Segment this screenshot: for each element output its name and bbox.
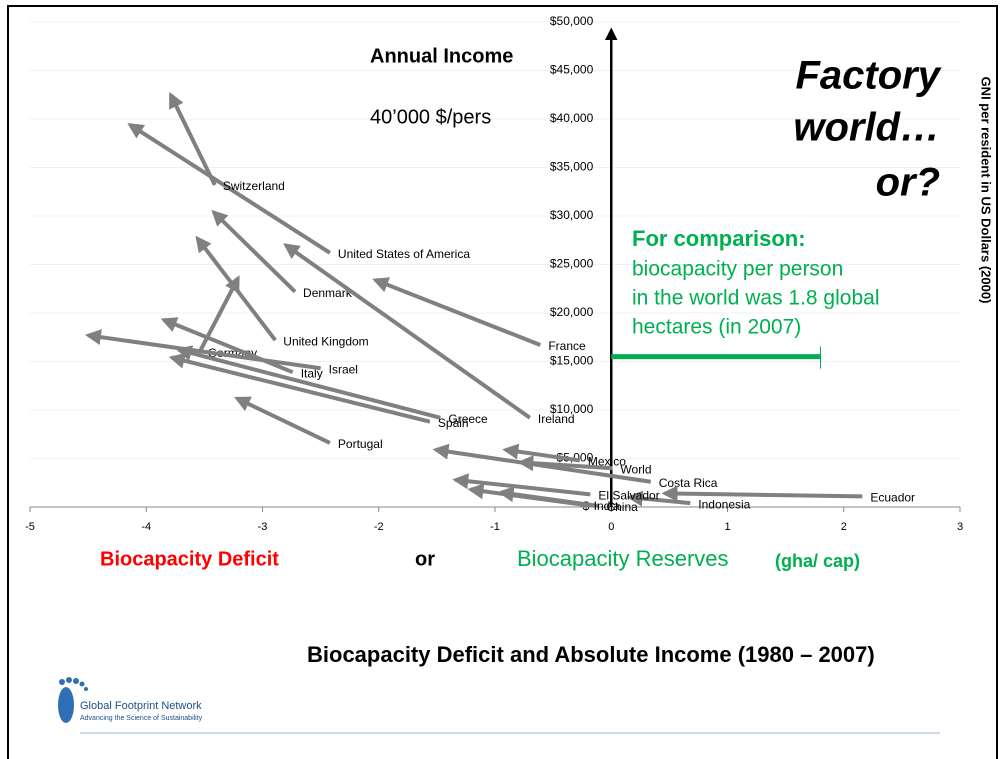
headline: or? bbox=[876, 161, 940, 205]
y-tick-label: $15,000 bbox=[550, 354, 594, 368]
arrow bbox=[283, 243, 532, 420]
point-label: United States of America bbox=[338, 247, 470, 261]
x-tick-label: -5 bbox=[25, 521, 35, 533]
x-label-left: Biocapacity Deficit bbox=[100, 548, 279, 570]
point-label: Israel bbox=[329, 362, 358, 376]
logo-name: Global Footprint Network bbox=[80, 700, 202, 712]
point-label: India bbox=[594, 499, 620, 513]
note: biocapacity per person bbox=[632, 258, 843, 281]
y-tick-label: $25,000 bbox=[550, 257, 594, 271]
y-tick-label: $45,000 bbox=[550, 63, 594, 77]
arrow bbox=[467, 483, 586, 508]
arrow bbox=[234, 396, 331, 445]
y-tick-label: $35,000 bbox=[550, 160, 594, 174]
y-tick-label: $50,000 bbox=[550, 14, 594, 28]
headline: world… bbox=[793, 106, 940, 150]
point-label: Portugal bbox=[338, 437, 383, 451]
arrow bbox=[661, 485, 863, 502]
point-label: France bbox=[548, 339, 586, 353]
y-tick-label: $30,000 bbox=[550, 208, 594, 222]
arrow bbox=[372, 277, 542, 347]
logo-tagline: Advancing the Science of Sustainability bbox=[80, 715, 203, 722]
x-tick-label: -2 bbox=[374, 521, 384, 533]
note: For comparison: bbox=[632, 226, 806, 251]
arrow bbox=[626, 490, 691, 507]
point-label: Italy bbox=[301, 366, 323, 380]
slide-frame bbox=[7, 5, 998, 759]
point-label: Switzerland bbox=[223, 179, 285, 193]
note: hectares (in 2007) bbox=[632, 316, 801, 339]
arrow bbox=[84, 329, 321, 371]
x-tick-label: 3 bbox=[957, 521, 963, 533]
y-tick-label: $10,000 bbox=[550, 402, 594, 416]
arrow bbox=[168, 352, 431, 424]
point-label: Indonesia bbox=[698, 497, 750, 511]
y-axis-label: GNI per resident in US Dollars (2000) bbox=[979, 77, 994, 304]
logo-icon bbox=[58, 677, 88, 723]
point-label: Ireland bbox=[538, 412, 575, 426]
x-label-unit: (gha/ cap) bbox=[775, 551, 860, 571]
x-tick-label: 0 bbox=[608, 521, 614, 533]
arrow bbox=[168, 91, 217, 186]
note: in the world was 1.8 global bbox=[632, 287, 879, 310]
arrow bbox=[160, 317, 294, 375]
point-label: Greece bbox=[448, 412, 488, 426]
arrow bbox=[197, 275, 240, 353]
arrow bbox=[195, 235, 277, 342]
point-label: Mexico bbox=[588, 455, 626, 469]
y-tick-label: $5,000 bbox=[557, 451, 594, 465]
point-label: United Kingdom bbox=[283, 334, 368, 348]
x-tick-label: 1 bbox=[724, 521, 730, 533]
point-label: Spain bbox=[438, 416, 469, 430]
point-label: World bbox=[620, 462, 651, 476]
point-label: China bbox=[606, 500, 638, 514]
point-label: Costa Rica bbox=[659, 476, 718, 490]
x-tick-label: 2 bbox=[841, 521, 847, 533]
arrow bbox=[432, 443, 652, 484]
arrow bbox=[502, 443, 581, 463]
x-tick-label: -3 bbox=[258, 521, 268, 533]
arrow bbox=[175, 345, 441, 420]
arrow bbox=[127, 123, 332, 255]
x-label-mid: or bbox=[415, 548, 435, 570]
plot: $-$5,000$10,000$15,000$20,000$25,000$30,… bbox=[25, 14, 963, 533]
x-label-right: Biocapacity Reserves bbox=[517, 546, 729, 571]
chart-title: Annual Income bbox=[370, 45, 513, 67]
y-tick-label: $40,000 bbox=[550, 111, 594, 125]
point-label: El Salvador bbox=[598, 489, 659, 503]
arrow bbox=[452, 473, 591, 497]
footer-title: Biocapacity Deficit and Absolute Income … bbox=[307, 642, 875, 667]
y-tick-label: $20,000 bbox=[550, 305, 594, 319]
x-tick-label: -4 bbox=[141, 521, 151, 533]
arrow bbox=[211, 209, 297, 294]
x-tick-label: -1 bbox=[490, 521, 500, 533]
subtitle: 40’000 $/pers bbox=[370, 106, 491, 128]
point-label: Ecuador bbox=[870, 491, 915, 505]
point-label: Denmark bbox=[303, 286, 353, 300]
headline: Factory bbox=[796, 54, 942, 98]
